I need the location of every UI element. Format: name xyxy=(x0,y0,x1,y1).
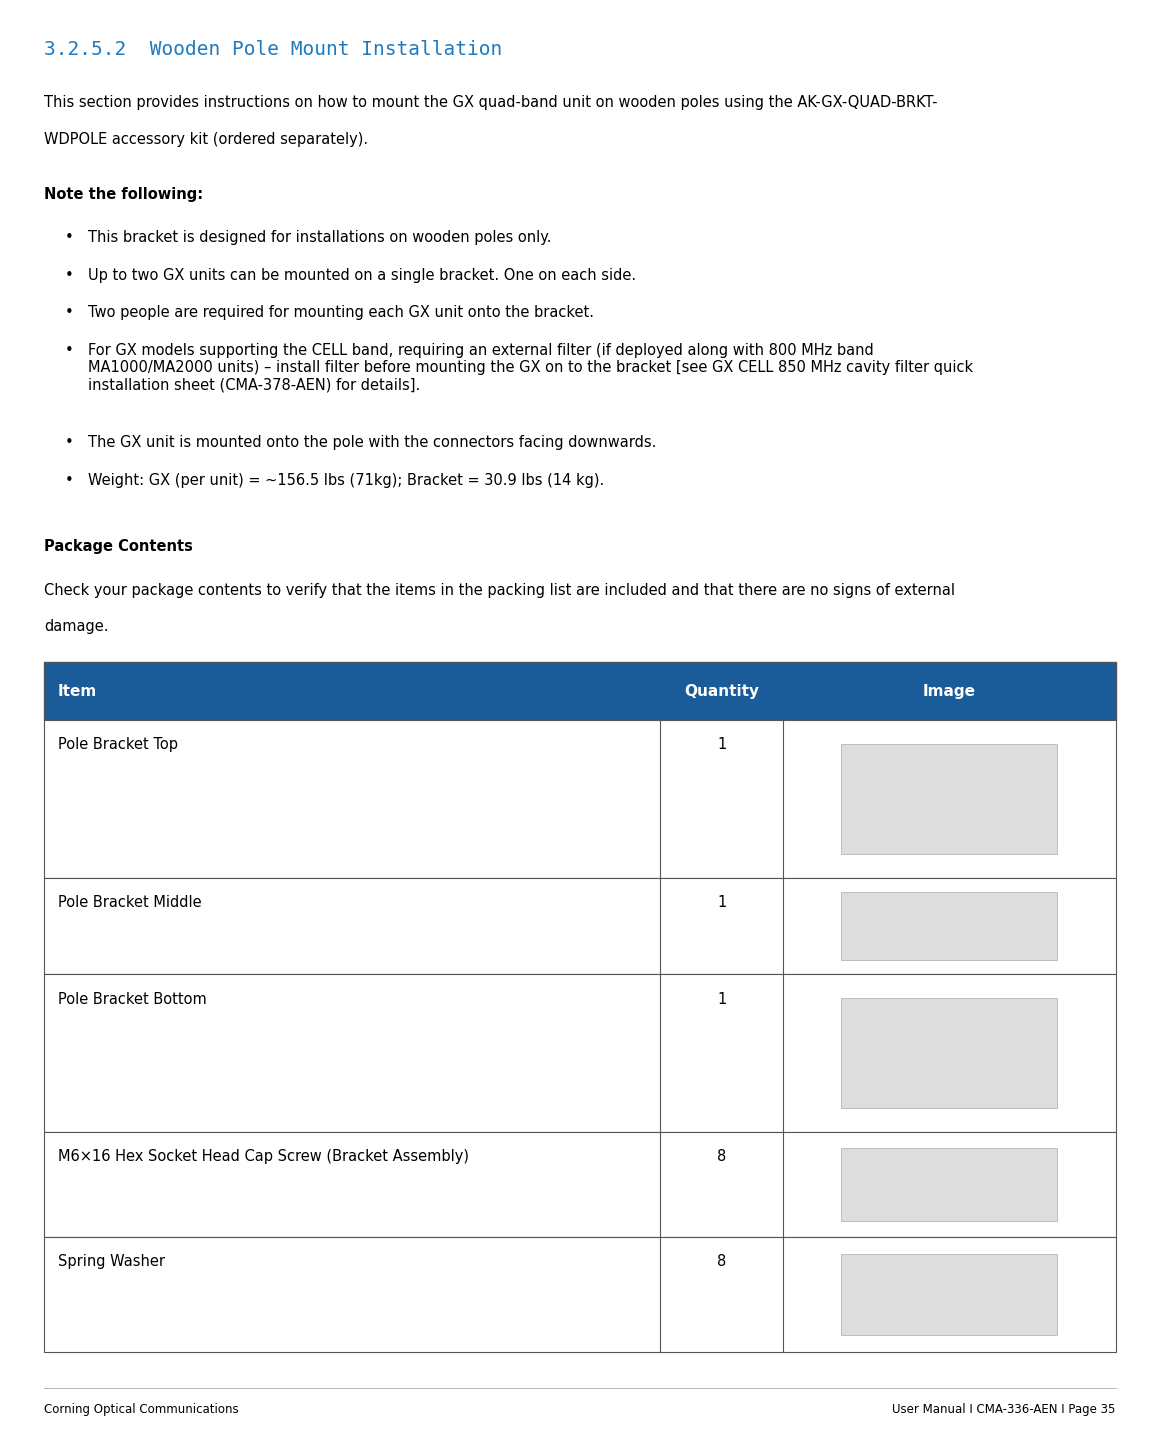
Text: •: • xyxy=(65,305,74,320)
Text: Note the following:: Note the following: xyxy=(44,187,203,201)
Text: •: • xyxy=(65,473,74,487)
Text: Pole Bracket Bottom: Pole Bracket Bottom xyxy=(58,992,207,1006)
Bar xyxy=(842,743,1058,855)
Text: Pole Bracket Top: Pole Bracket Top xyxy=(58,737,178,752)
Text: •: • xyxy=(65,435,74,450)
Text: This bracket is designed for installations on wooden poles only.: This bracket is designed for installatio… xyxy=(88,230,551,244)
Text: Check your package contents to verify that the items in the packing list are inc: Check your package contents to verify th… xyxy=(44,583,955,597)
Text: 8: 8 xyxy=(717,1254,726,1270)
Text: Package Contents: Package Contents xyxy=(44,539,193,554)
Text: 1: 1 xyxy=(717,895,726,911)
Bar xyxy=(44,662,1116,720)
Text: damage.: damage. xyxy=(44,619,109,633)
Bar xyxy=(842,1148,1058,1220)
Bar xyxy=(44,878,1116,975)
Bar xyxy=(44,1236,1116,1352)
Text: 1: 1 xyxy=(717,737,726,752)
Text: This section provides instructions on how to mount the GX quad-band unit on wood: This section provides instructions on ho… xyxy=(44,95,938,110)
Text: Image: Image xyxy=(922,684,976,698)
Text: •: • xyxy=(65,230,74,244)
Text: •: • xyxy=(65,343,74,357)
Text: WDPOLE accessory kit (ordered separately).: WDPOLE accessory kit (ordered separately… xyxy=(44,132,368,146)
Text: Two people are required for mounting each GX unit onto the bracket.: Two people are required for mounting eac… xyxy=(88,305,594,320)
Text: •: • xyxy=(65,268,74,282)
Text: For GX models supporting the CELL band, requiring an external filter (if deploye: For GX models supporting the CELL band, … xyxy=(88,343,973,392)
Text: Weight: GX (per unit) = ~156.5 lbs (71kg); Bracket = 30.9 lbs (14 kg).: Weight: GX (per unit) = ~156.5 lbs (71kg… xyxy=(88,473,605,487)
Text: User Manual I CMA-336-AEN I Page 35: User Manual I CMA-336-AEN I Page 35 xyxy=(892,1403,1116,1416)
Text: 1: 1 xyxy=(717,992,726,1006)
Bar xyxy=(44,720,1116,878)
Bar xyxy=(842,998,1058,1109)
Text: 8: 8 xyxy=(717,1150,726,1164)
Text: Quantity: Quantity xyxy=(684,684,759,698)
Text: Spring Washer: Spring Washer xyxy=(58,1254,165,1270)
Bar xyxy=(842,1254,1058,1335)
Text: Corning Optical Communications: Corning Optical Communications xyxy=(44,1403,238,1416)
Text: Item: Item xyxy=(58,684,97,698)
Bar xyxy=(44,1132,1116,1236)
Text: 3.2.5.2  Wooden Pole Mount Installation: 3.2.5.2 Wooden Pole Mount Installation xyxy=(44,40,502,59)
Bar xyxy=(842,892,1058,960)
Text: Up to two GX units can be mounted on a single bracket. One on each side.: Up to two GX units can be mounted on a s… xyxy=(88,268,636,282)
Text: Pole Bracket Middle: Pole Bracket Middle xyxy=(58,895,201,911)
Text: M6×16 Hex Socket Head Cap Screw (Bracket Assembly): M6×16 Hex Socket Head Cap Screw (Bracket… xyxy=(58,1150,469,1164)
Bar xyxy=(44,975,1116,1132)
Text: The GX unit is mounted onto the pole with the connectors facing downwards.: The GX unit is mounted onto the pole wit… xyxy=(88,435,657,450)
